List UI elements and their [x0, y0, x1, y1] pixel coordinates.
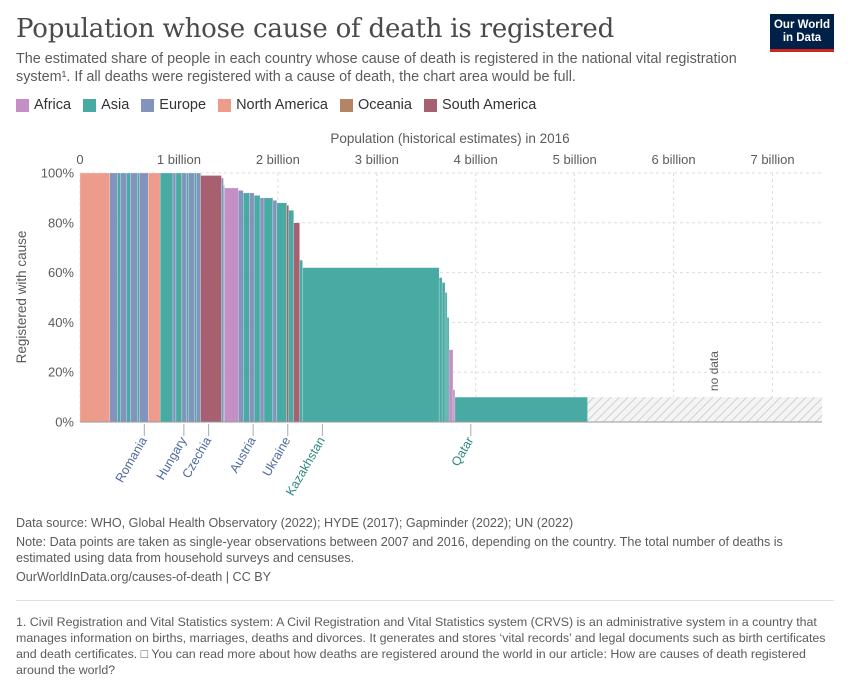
legend-item-south-america[interactable]: South America [423, 97, 537, 113]
chart-subtitle: The estimated share of people in each co… [16, 51, 737, 85]
bar[interactable] [444, 292, 448, 423]
y-tick-label: 100% [41, 166, 75, 181]
x-tick-label: 7 billion [750, 152, 794, 167]
bar[interactable] [181, 172, 188, 423]
no-data-label: no data [707, 351, 721, 391]
bar[interactable] [186, 172, 190, 423]
bar[interactable] [139, 172, 149, 423]
legend: Africa Asia Europe North America Oceania… [16, 97, 536, 113]
legend-label: Oceania [357, 97, 412, 113]
legend-swatch [423, 98, 437, 112]
bar[interactable] [272, 200, 278, 423]
x-tick-label: 6 billion [652, 152, 696, 167]
y-axis-title: Registered with cause [14, 231, 29, 364]
legend-item-asia[interactable]: Asia [83, 97, 129, 113]
x-tick-label: 0 [76, 152, 83, 167]
bar[interactable] [194, 172, 197, 423]
bar[interactable] [172, 172, 177, 423]
logo-line-1: Our World [773, 19, 830, 31]
footnote: 1. Civil Registration and Vital Statisti… [16, 615, 826, 677]
legend-item-north-america[interactable]: North America [218, 97, 328, 113]
y-tick-label: 60% [48, 265, 74, 280]
legend-swatch [141, 98, 155, 112]
legend-label: North America [236, 97, 328, 113]
logo-line-2: in Data [782, 32, 822, 44]
legend-label: Africa [34, 97, 72, 113]
bar[interactable] [130, 172, 138, 423]
bar[interactable] [224, 187, 239, 423]
source-url[interactable]: OurWorldInData.org/causes-of-death | CC … [16, 570, 272, 584]
bar[interactable] [221, 177, 224, 423]
bar[interactable] [137, 172, 140, 423]
bar[interactable] [288, 210, 294, 423]
bar[interactable] [438, 277, 443, 423]
country-label[interactable]: Qatar [449, 435, 477, 469]
footer-divider [16, 600, 834, 601]
bar[interactable] [286, 205, 289, 423]
x-tick-label: 1 billion [157, 152, 201, 167]
country-label[interactable]: Ukraine [260, 434, 294, 478]
legend-label: Europe [159, 97, 207, 113]
variwide-bar-chart: no data 0 1 billion 2 billion 3 billion 4 bi… [14, 131, 822, 498]
bar[interactable] [441, 282, 446, 423]
bar[interactable] [126, 172, 131, 423]
x-tick-label: 5 billion [553, 152, 597, 167]
legend-item-europe[interactable]: Europe [141, 97, 206, 113]
bar[interactable] [188, 172, 195, 423]
bar[interactable] [120, 172, 127, 423]
bar[interactable] [276, 202, 287, 423]
legend-swatch [218, 98, 232, 112]
bar[interactable] [79, 172, 110, 423]
x-axis-title: Population (historical estimates) in 201… [330, 131, 569, 146]
legend-swatch [83, 98, 97, 112]
bar[interactable] [293, 222, 300, 423]
country-label[interactable]: Romania [113, 434, 150, 484]
data-note: Note: Data points are taken as single-ye… [16, 535, 783, 565]
bar[interactable] [263, 197, 274, 423]
y-tick-label: 40% [48, 315, 74, 330]
legend-label: Asia [101, 97, 130, 113]
x-tick-label: 4 billion [454, 152, 498, 167]
bar[interactable] [259, 197, 265, 423]
bar[interactable] [200, 175, 222, 423]
bar[interactable] [238, 190, 244, 423]
bar[interactable] [196, 172, 201, 423]
bar[interactable] [175, 172, 183, 423]
bar[interactable] [253, 195, 261, 423]
chart-title: Population whose cause of death is regis… [16, 14, 615, 44]
x-tick-label: 3 billion [355, 152, 399, 167]
data-source: Data source: WHO, Global Health Observat… [16, 516, 574, 530]
y-tick-label: 20% [48, 365, 74, 380]
footer: Data source: WHO, Global Health Observat… [16, 515, 836, 585]
bar[interactable] [452, 389, 456, 423]
bar[interactable] [249, 192, 255, 423]
legend-item-africa[interactable]: Africa [16, 97, 71, 113]
legend-swatch [339, 98, 353, 112]
country-label[interactable]: Austria [227, 434, 259, 475]
y-tick-label: 0% [55, 415, 74, 430]
bar[interactable] [448, 349, 454, 423]
bar[interactable] [109, 172, 118, 423]
bar[interactable] [159, 172, 174, 423]
bar[interactable] [302, 267, 440, 423]
legend-item-oceania[interactable]: Oceania [339, 97, 412, 113]
legend-label: South America [441, 97, 537, 113]
bar[interactable] [148, 172, 161, 423]
bar[interactable] [454, 396, 588, 423]
bar[interactable] [299, 259, 303, 423]
no-data-area [587, 397, 822, 422]
bar[interactable] [446, 317, 450, 423]
x-tick-label: 2 billion [256, 152, 300, 167]
bar[interactable] [117, 172, 121, 423]
bar[interactable] [243, 192, 250, 423]
owid-logo[interactable]: Our World in Data [770, 14, 834, 52]
legend-swatch [16, 98, 29, 112]
y-tick-label: 80% [48, 215, 74, 230]
